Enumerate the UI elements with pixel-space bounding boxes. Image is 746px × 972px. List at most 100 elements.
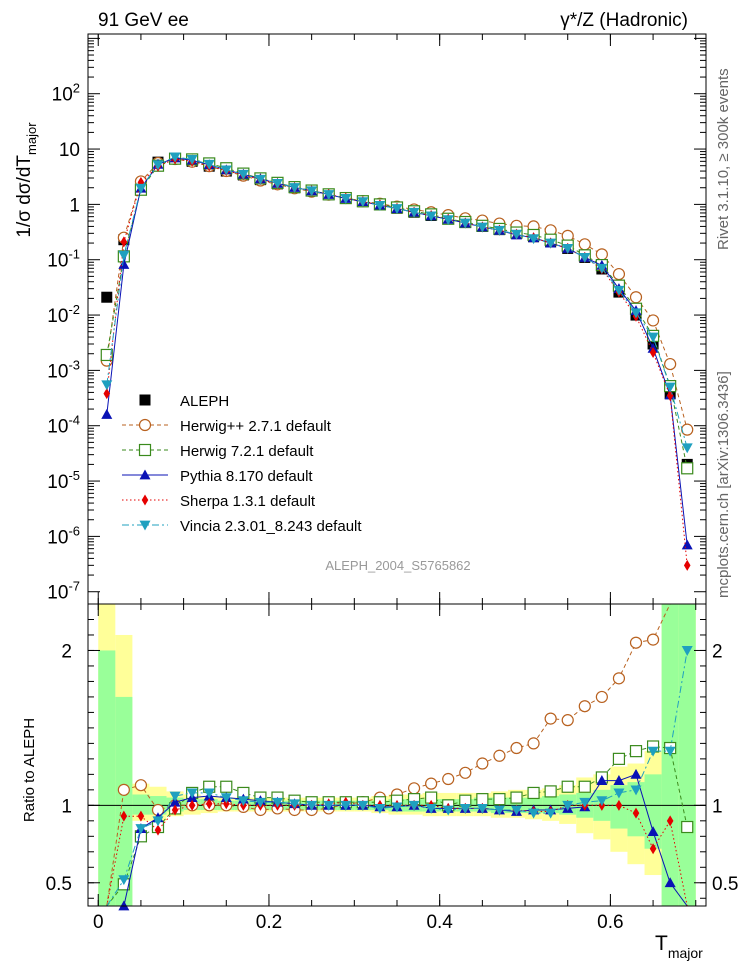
data-point — [630, 785, 642, 796]
data-point — [578, 700, 591, 713]
data-point — [562, 244, 574, 254]
data-point — [664, 877, 676, 888]
legend-entry: Pythia 8.170 default — [122, 468, 313, 485]
data-point — [511, 229, 523, 240]
y-tick-label: 1 — [69, 195, 80, 216]
data-point — [137, 810, 145, 822]
data-point — [612, 267, 626, 281]
data-point — [476, 222, 488, 233]
data-point — [101, 380, 113, 391]
legend-entry: Vincia 2.3.01_8.243 default — [122, 518, 362, 535]
data-point — [186, 788, 198, 799]
data-point — [681, 462, 694, 475]
data-point — [579, 797, 591, 808]
data-point — [613, 775, 625, 785]
uncertainty-band-green — [132, 794, 150, 815]
data-point — [649, 843, 657, 855]
data-point — [237, 169, 249, 180]
data-point — [528, 808, 540, 819]
data-point — [681, 443, 693, 454]
data-point — [612, 672, 626, 685]
data-point — [527, 737, 540, 750]
main-y-axis-label: 1/σ dσ/dTmajor — [14, 122, 39, 238]
data-point — [103, 388, 111, 400]
data-point — [323, 800, 335, 811]
data-point — [613, 285, 625, 296]
data-point — [459, 804, 471, 814]
x-tick-label: 0 — [93, 912, 104, 933]
x-tick-label: 0.4 — [426, 912, 453, 933]
data-point — [101, 408, 113, 419]
data-point — [101, 291, 113, 303]
y-tick-label: 10-7 — [47, 579, 80, 604]
x-tick-label: 0.6 — [597, 912, 623, 933]
legend-entry: Herwig++ 2.7.1 default — [122, 418, 332, 435]
data-point — [306, 800, 318, 811]
y-tick-label: 10-5 — [47, 468, 80, 493]
data-point — [595, 248, 608, 261]
data-point — [222, 798, 230, 810]
data-point — [374, 804, 386, 814]
data-point — [289, 799, 301, 810]
legend-label: Sherpa 1.3.1 default — [180, 493, 316, 510]
data-point — [493, 225, 505, 236]
data-point — [561, 714, 574, 727]
data-point — [459, 218, 471, 229]
data-point — [629, 745, 643, 758]
data-point — [391, 204, 403, 215]
legend-marker — [139, 469, 151, 480]
y-tick-label: 10-3 — [47, 357, 80, 382]
data-point — [374, 200, 386, 211]
data-point — [357, 800, 369, 811]
y-tick-label: 10-6 — [47, 523, 80, 548]
data-point — [666, 390, 674, 402]
legend-marker — [138, 443, 152, 457]
data-point — [630, 768, 642, 779]
rivet-version-label: Rivet 3.1.10, ≥ 300k events — [715, 68, 732, 250]
data-point — [476, 804, 488, 814]
x-axis-label: Tmajor — [655, 932, 703, 961]
legend-marker — [138, 418, 152, 432]
data-point — [169, 791, 181, 802]
data-point — [681, 423, 694, 436]
legend: ALEPH Herwig++ 2.7.1 default Herwig 7.2.1 … — [122, 393, 362, 535]
data-point — [135, 824, 147, 835]
data-point — [493, 805, 505, 816]
data-point — [595, 690, 608, 704]
series-line — [106, 603, 688, 907]
data-point — [596, 775, 608, 785]
data-point — [646, 314, 660, 327]
data-point — [681, 820, 694, 834]
data-point — [340, 800, 352, 811]
data-point — [425, 211, 437, 222]
data-point — [493, 749, 506, 762]
data-point — [578, 780, 591, 793]
legend-marker — [139, 520, 151, 531]
data-point — [683, 559, 691, 571]
legend-label: Herwig 7.2.1 default — [180, 443, 314, 460]
uncertainty-band-green — [644, 774, 662, 849]
data-point — [561, 780, 574, 793]
legend-label: Vincia 2.3.01_8.243 default — [180, 518, 362, 535]
ratio-y-axis-label: Ratio to ALEPH — [21, 718, 38, 822]
legend-label: Herwig++ 2.7.1 default — [180, 418, 332, 435]
data-point — [408, 800, 420, 811]
data-point — [118, 258, 130, 269]
data-point — [459, 766, 472, 779]
data-point — [154, 824, 162, 836]
data-point — [629, 636, 643, 649]
data-point — [681, 539, 693, 550]
plot-title-left: 91 GeV ee — [98, 10, 189, 31]
data-point — [425, 804, 437, 814]
data-point — [647, 826, 659, 837]
data-point — [171, 804, 179, 816]
data-point — [188, 799, 196, 811]
uncertainty-band-green — [98, 650, 116, 906]
y-tick-label: 10-4 — [47, 413, 80, 438]
data-point — [135, 183, 147, 194]
series-line — [106, 157, 688, 546]
data-point — [596, 263, 608, 274]
data-point — [169, 796, 181, 807]
legend-marker — [141, 494, 149, 506]
